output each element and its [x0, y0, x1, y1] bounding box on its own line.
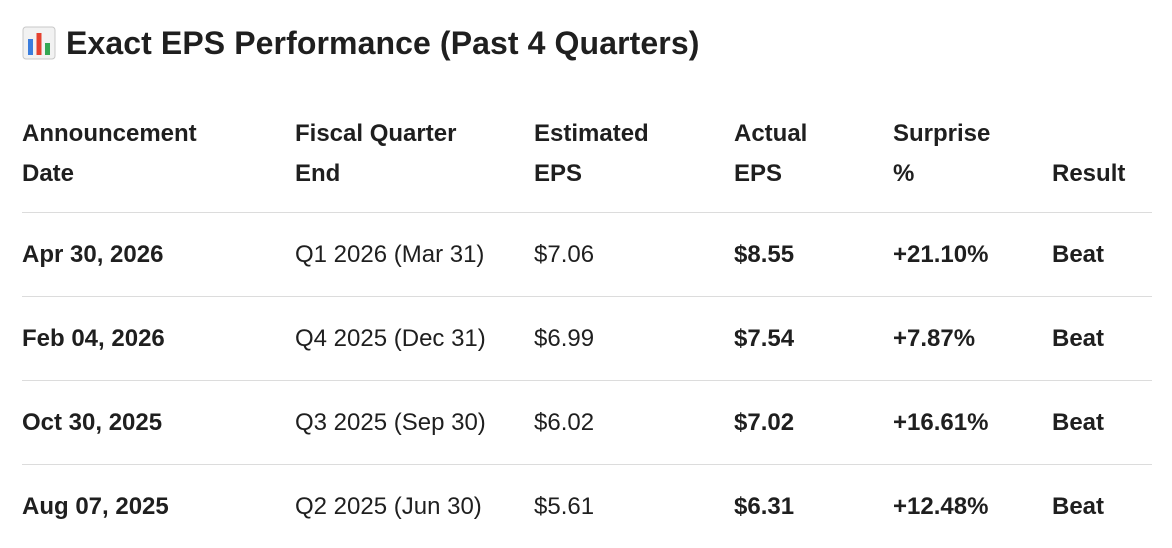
eps-table: Announcement Date Fiscal Quarter End Estim… — [22, 114, 1152, 548]
cell-result: Beat — [1052, 464, 1152, 548]
header-surprise-pct: Surprise% — [893, 120, 991, 187]
header-fiscal-quarter-end: Fiscal Quarter End — [295, 120, 457, 187]
table-row: Aug 07, 2025 Q2 2025 (Jun 30) $5.61 $6.3… — [22, 464, 1152, 548]
cell-surprise-pct: +21.10% — [893, 212, 1052, 297]
cell-announcement-date: Apr 30, 2026 — [22, 212, 295, 297]
cell-announcement-date: Feb 04, 2026 — [22, 296, 295, 381]
header-actual-eps: Actual EPS — [734, 120, 808, 187]
table-row: Oct 30, 2025 Q3 2025 (Sep 30) $6.02 $7.0… — [22, 380, 1152, 465]
cell-announcement-date: Oct 30, 2025 — [22, 380, 295, 465]
cell-actual-eps: $6.31 — [734, 464, 893, 548]
cell-fiscal-quarter-end: Q2 2025 (Jun 30) — [295, 464, 534, 548]
cell-estimated-eps: $6.02 — [534, 380, 734, 465]
cell-result: Beat — [1052, 296, 1152, 381]
cell-surprise-pct: +12.48% — [893, 464, 1052, 548]
cell-announcement-date: Aug 07, 2025 — [22, 464, 295, 548]
page-title: Exact EPS Performance (Past 4 Quarters) — [66, 24, 700, 61]
page-heading: Exact EPS Performance (Past 4 Quarters) — [22, 22, 700, 64]
table-header-row: Announcement Date Fiscal Quarter End Estim… — [22, 114, 1152, 213]
cell-result: Beat — [1052, 212, 1152, 297]
header-result: Result — [1052, 160, 1126, 187]
cell-actual-eps: $8.55 — [734, 212, 893, 297]
cell-estimated-eps: $6.99 — [534, 296, 734, 381]
bar-chart-icon — [22, 26, 56, 60]
cell-fiscal-quarter-end: Q3 2025 (Sep 30) — [295, 380, 534, 465]
cell-fiscal-quarter-end: Q1 2026 (Mar 31) — [295, 212, 534, 297]
cell-fiscal-quarter-end: Q4 2025 (Dec 31) — [295, 296, 534, 381]
cell-surprise-pct: +16.61% — [893, 380, 1052, 465]
cell-estimated-eps: $7.06 — [534, 212, 734, 297]
cell-actual-eps: $7.54 — [734, 296, 893, 381]
cell-surprise-pct: +7.87% — [893, 296, 1052, 381]
table-row: Apr 30, 2026 Q1 2026 (Mar 31) $7.06 $8.5… — [22, 212, 1152, 297]
cell-actual-eps: $7.02 — [734, 380, 893, 465]
header-announcement-date: Announcement Date — [22, 120, 197, 187]
cell-estimated-eps: $5.61 — [534, 464, 734, 548]
table-row: Feb 04, 2026 Q4 2025 (Dec 31) $6.99 $7.5… — [22, 296, 1152, 381]
header-estimated-eps: Estimated EPS — [534, 120, 649, 187]
cell-result: Beat — [1052, 380, 1152, 465]
